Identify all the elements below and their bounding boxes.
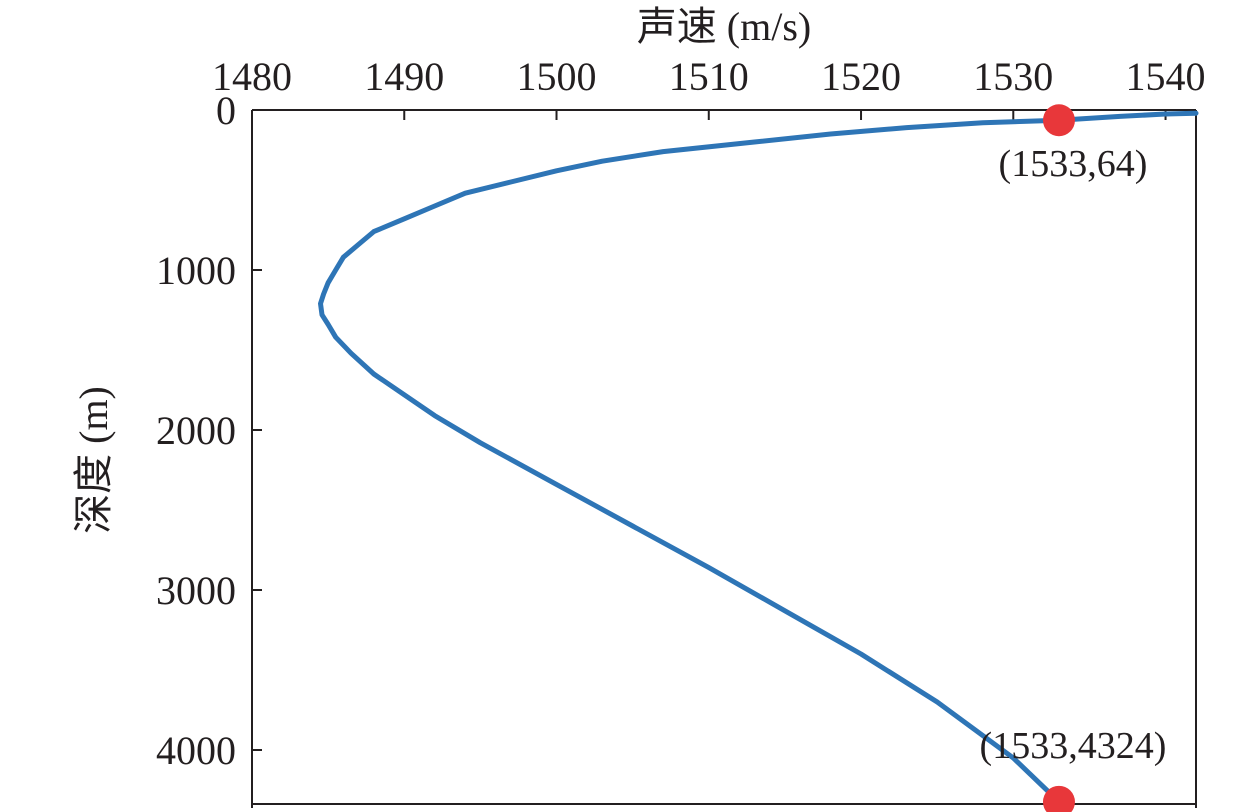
y-axis-title: 深度 (m) bbox=[71, 386, 116, 534]
axes: 1480 1490 1500 1510 1520 1530 1540 0 1000 2000 300… bbox=[156, 54, 1206, 808]
y-tick-label: 1000 bbox=[156, 248, 236, 293]
point-annotation: (1533,64) bbox=[999, 143, 1148, 185]
x-tick-label: 1490 bbox=[364, 54, 444, 99]
highlight-point bbox=[1042, 785, 1075, 812]
x-tick-label: 1540 bbox=[1126, 54, 1206, 99]
x-tick-label: 1480 bbox=[212, 54, 292, 99]
plot-marks: (1533,64) (1533,4324) bbox=[318, 104, 1199, 812]
x-axis-title: 声速 (m/s) bbox=[637, 4, 811, 49]
point-annotation: (1533,4324) bbox=[980, 725, 1167, 767]
y-tick-label: 3000 bbox=[156, 568, 236, 613]
x-tick-label: 1520 bbox=[821, 54, 901, 99]
highlight-point bbox=[1042, 104, 1075, 137]
x-tick-label: 1510 bbox=[669, 54, 749, 99]
sound-speed-curve bbox=[318, 110, 1199, 805]
y-tick-label: 2000 bbox=[156, 408, 236, 453]
y-tick-label: 4000 bbox=[156, 728, 236, 773]
y-tick-label: 0 bbox=[216, 88, 236, 133]
x-tick-label: 1530 bbox=[973, 54, 1053, 99]
x-tick-label: 1500 bbox=[517, 54, 597, 99]
